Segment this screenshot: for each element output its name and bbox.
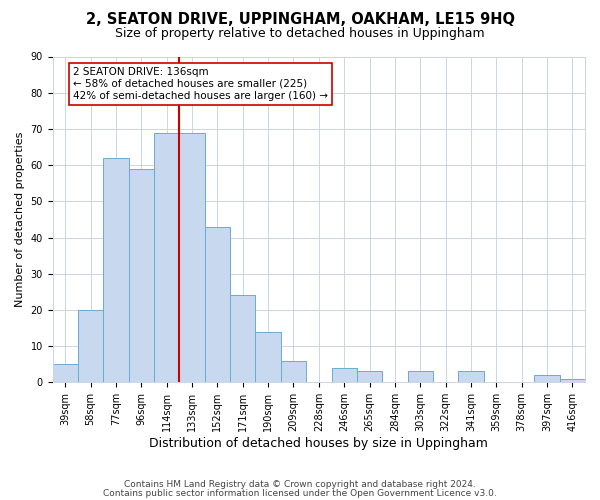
Bar <box>535 375 560 382</box>
Bar <box>458 372 484 382</box>
Text: Size of property relative to detached houses in Uppingham: Size of property relative to detached ho… <box>115 28 485 40</box>
Bar <box>78 310 103 382</box>
Bar <box>179 132 205 382</box>
Bar <box>103 158 129 382</box>
Text: 2 SEATON DRIVE: 136sqm
← 58% of detached houses are smaller (225)
42% of semi-de: 2 SEATON DRIVE: 136sqm ← 58% of detached… <box>73 68 328 100</box>
Bar <box>154 132 179 382</box>
Bar <box>53 364 78 382</box>
X-axis label: Distribution of detached houses by size in Uppingham: Distribution of detached houses by size … <box>149 437 488 450</box>
Bar <box>256 332 281 382</box>
Bar <box>230 296 256 382</box>
Bar <box>357 372 382 382</box>
Bar <box>332 368 357 382</box>
Bar <box>281 360 306 382</box>
Y-axis label: Number of detached properties: Number of detached properties <box>15 132 25 307</box>
Text: 2, SEATON DRIVE, UPPINGHAM, OAKHAM, LE15 9HQ: 2, SEATON DRIVE, UPPINGHAM, OAKHAM, LE15… <box>86 12 515 28</box>
Text: Contains public sector information licensed under the Open Government Licence v3: Contains public sector information licen… <box>103 488 497 498</box>
Text: Contains HM Land Registry data © Crown copyright and database right 2024.: Contains HM Land Registry data © Crown c… <box>124 480 476 489</box>
Bar <box>129 168 154 382</box>
Bar <box>205 226 230 382</box>
Bar <box>560 378 585 382</box>
Bar <box>407 372 433 382</box>
